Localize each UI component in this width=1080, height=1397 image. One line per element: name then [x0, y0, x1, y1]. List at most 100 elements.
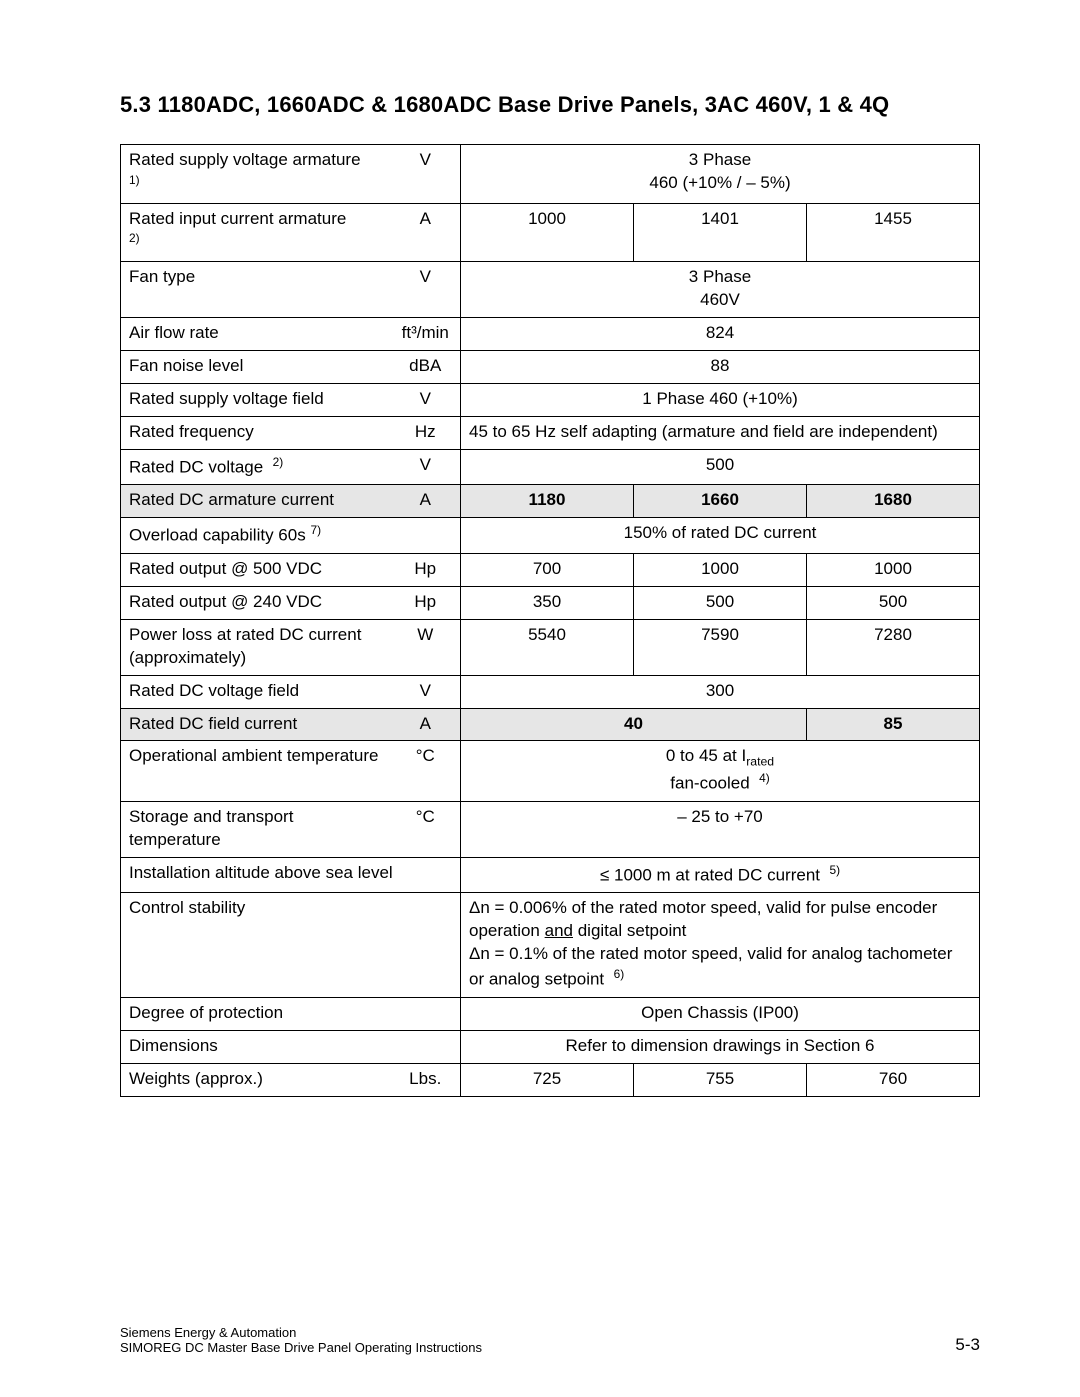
- value-cell: 500: [634, 586, 807, 619]
- value-line: 460V: [700, 290, 740, 309]
- value-cell: 725: [461, 1063, 634, 1096]
- label-cell: Rated output @ 240 VDC: [121, 586, 391, 619]
- label-text: Overload capability 60s: [129, 526, 306, 545]
- unit-cell: A: [391, 708, 461, 741]
- value-cell: 1455: [807, 203, 980, 262]
- value-cell: 755: [634, 1063, 807, 1096]
- unit-cell: A: [391, 203, 461, 262]
- label-cell: Fan type: [121, 262, 391, 318]
- page: 5.3 1180ADC, 1660ADC & 1680ADC Base Driv…: [0, 0, 1080, 1397]
- label-cell: Degree of protection: [121, 997, 461, 1030]
- value-cell: 1000: [461, 203, 634, 262]
- value-cell: 1660: [634, 485, 807, 518]
- subscript: rated: [746, 755, 774, 769]
- value-cell: – 25 to +70: [461, 801, 980, 857]
- label-cell: Rated DC voltage 2): [121, 449, 391, 485]
- table-row: Rated output @ 500 VDC Hp 700 1000 1000: [121, 553, 980, 586]
- value-cell: 7590: [634, 619, 807, 675]
- value-cell: ≤ 1000 m at rated DC current 5): [461, 857, 980, 893]
- section-title: 5.3 1180ADC, 1660ADC & 1680ADC Base Driv…: [120, 92, 980, 118]
- note: 2): [129, 231, 140, 245]
- table-row: Rated DC voltage field V 300: [121, 675, 980, 708]
- unit-cell: V: [391, 262, 461, 318]
- label-text: Rated supply voltage armature: [129, 150, 361, 169]
- value-cell: 0 to 45 at Irated fan-cooled 4): [461, 741, 980, 802]
- spec-table: Rated supply voltage armature 1) V 3 Pha…: [120, 144, 980, 1097]
- table-row: Storage and transport temperature °C – 2…: [121, 801, 980, 857]
- label-cell: Overload capability 60s 7): [121, 518, 391, 554]
- value-cell: Open Chassis (IP00): [461, 997, 980, 1030]
- value-cell: 824: [461, 317, 980, 350]
- value-line: ≤ 1000 m at rated DC current: [600, 865, 820, 884]
- value-cell: 3 Phase 460 (+10% / – 5%): [461, 145, 980, 204]
- unit-cell: A: [391, 485, 461, 518]
- note: 5): [829, 863, 840, 877]
- page-footer: Siemens Energy & Automation SIMOREG DC M…: [120, 1325, 980, 1355]
- table-row: Rated frequency Hz 45 to 65 Hz self adap…: [121, 416, 980, 449]
- unit-cell: [391, 518, 461, 554]
- unit-cell: Hz: [391, 416, 461, 449]
- value-cell: 88: [461, 350, 980, 383]
- table-row: Rated supply voltage field V 1 Phase 460…: [121, 383, 980, 416]
- value-line: 3 Phase: [689, 150, 751, 169]
- label-cell: Rated supply voltage field: [121, 383, 391, 416]
- label-text: Rated input current armature: [129, 209, 346, 228]
- value-line: fan-cooled: [670, 774, 749, 793]
- value-line: 3 Phase: [689, 267, 751, 286]
- label-cell: Dimensions: [121, 1030, 461, 1063]
- value-cell: 1000: [634, 553, 807, 586]
- unit-cell: W: [391, 619, 461, 675]
- value-cell: Refer to dimension drawings in Section 6: [461, 1030, 980, 1063]
- table-row: Rated DC field current A 40 85: [121, 708, 980, 741]
- table-row: Rated supply voltage armature 1) V 3 Pha…: [121, 145, 980, 204]
- value-cell: 760: [807, 1063, 980, 1096]
- table-row: Control stability Δn = 0.006% of the rat…: [121, 893, 980, 997]
- note: 7): [310, 523, 321, 537]
- label-cell: Operational ambient temperature: [121, 741, 391, 802]
- label-cell: Weights (approx.): [121, 1063, 391, 1096]
- unit-cell: ft³/min: [391, 317, 461, 350]
- unit-cell: dBA: [391, 350, 461, 383]
- label-cell: Rated DC voltage field: [121, 675, 391, 708]
- unit-cell: °C: [391, 741, 461, 802]
- value-cell: 45 to 65 Hz self adapting (armature and …: [461, 416, 980, 449]
- table-row: Rated input current armature 2) A 1000 1…: [121, 203, 980, 262]
- value-cell: 500: [807, 586, 980, 619]
- table-row: Fan type V 3 Phase 460V: [121, 262, 980, 318]
- value-underline: and: [545, 921, 573, 940]
- unit-cell: Lbs.: [391, 1063, 461, 1096]
- label-cell: Power loss at rated DC current (approxim…: [121, 619, 391, 675]
- note: 6): [614, 967, 625, 981]
- footer-page-number: 5-3: [955, 1335, 980, 1355]
- label-cell: Rated supply voltage armature 1): [121, 145, 391, 204]
- value-line: Δn = 0.006% of the rated motor speed, va…: [469, 898, 937, 940]
- note: 1): [129, 173, 140, 187]
- label-cell: Rated input current armature 2): [121, 203, 391, 262]
- value-cell: 40: [461, 708, 807, 741]
- value-cell: 5540: [461, 619, 634, 675]
- label-cell: Rated DC armature current: [121, 485, 391, 518]
- label-cell: Control stability: [121, 893, 461, 997]
- label-cell: Installation altitude above sea level: [121, 857, 461, 893]
- unit-cell: Hp: [391, 586, 461, 619]
- value-cell: 7280: [807, 619, 980, 675]
- value-cell: 350: [461, 586, 634, 619]
- unit-cell: V: [391, 449, 461, 485]
- table-row: Rated DC voltage 2) V 500: [121, 449, 980, 485]
- table-row: Fan noise level dBA 88: [121, 350, 980, 383]
- label-cell: Rated output @ 500 VDC: [121, 553, 391, 586]
- unit-cell: V: [391, 145, 461, 204]
- table-row: Power loss at rated DC current (approxim…: [121, 619, 980, 675]
- value-cell: 300: [461, 675, 980, 708]
- value-cell: Δn = 0.006% of the rated motor speed, va…: [461, 893, 980, 997]
- table-row: Installation altitude above sea level ≤ …: [121, 857, 980, 893]
- value-line: Δn = 0.1% of the rated motor speed, vali…: [469, 944, 952, 989]
- table-row: Rated output @ 240 VDC Hp 350 500 500: [121, 586, 980, 619]
- label-cell: Rated frequency: [121, 416, 391, 449]
- value-cell: 150% of rated DC current: [461, 518, 980, 554]
- table-row: Operational ambient temperature °C 0 to …: [121, 741, 980, 802]
- table-row: Weights (approx.) Lbs. 725 755 760: [121, 1063, 980, 1096]
- value-line: digital setpoint: [573, 921, 686, 940]
- value-cell: 1401: [634, 203, 807, 262]
- label-text: Rated DC voltage: [129, 457, 263, 476]
